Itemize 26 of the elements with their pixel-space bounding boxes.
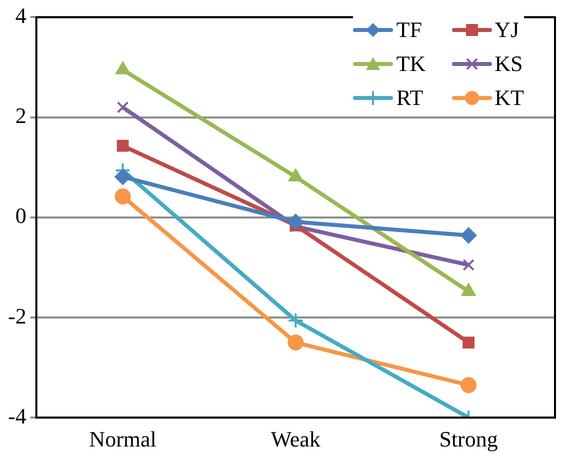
point <box>288 312 304 329</box>
legend-label: KS <box>494 50 523 78</box>
y-tick-label: 4 <box>15 2 26 28</box>
point <box>116 101 129 114</box>
y-tick-label: 2 <box>15 103 26 128</box>
y-tick-label: -4 <box>8 403 26 428</box>
point <box>116 62 130 74</box>
point <box>460 377 477 394</box>
x-tick-label: Strong <box>439 426 498 452</box>
point <box>462 336 475 348</box>
legend-label: KT <box>494 84 524 112</box>
legend-label: RT <box>396 84 424 112</box>
legend-label: YJ <box>494 16 520 44</box>
legend-label: TK <box>396 50 426 78</box>
y-tick-label: -2 <box>8 303 26 328</box>
y-tick-label: 0 <box>15 203 26 228</box>
point <box>114 168 131 185</box>
point <box>288 334 304 351</box>
x-tick-label: Weak <box>270 426 320 452</box>
point <box>116 140 129 152</box>
x-tick-label: Normal <box>89 426 156 452</box>
legend-label: TF <box>396 16 422 44</box>
point <box>288 214 304 230</box>
point <box>460 227 477 244</box>
point <box>114 188 131 204</box>
point <box>462 259 475 271</box>
